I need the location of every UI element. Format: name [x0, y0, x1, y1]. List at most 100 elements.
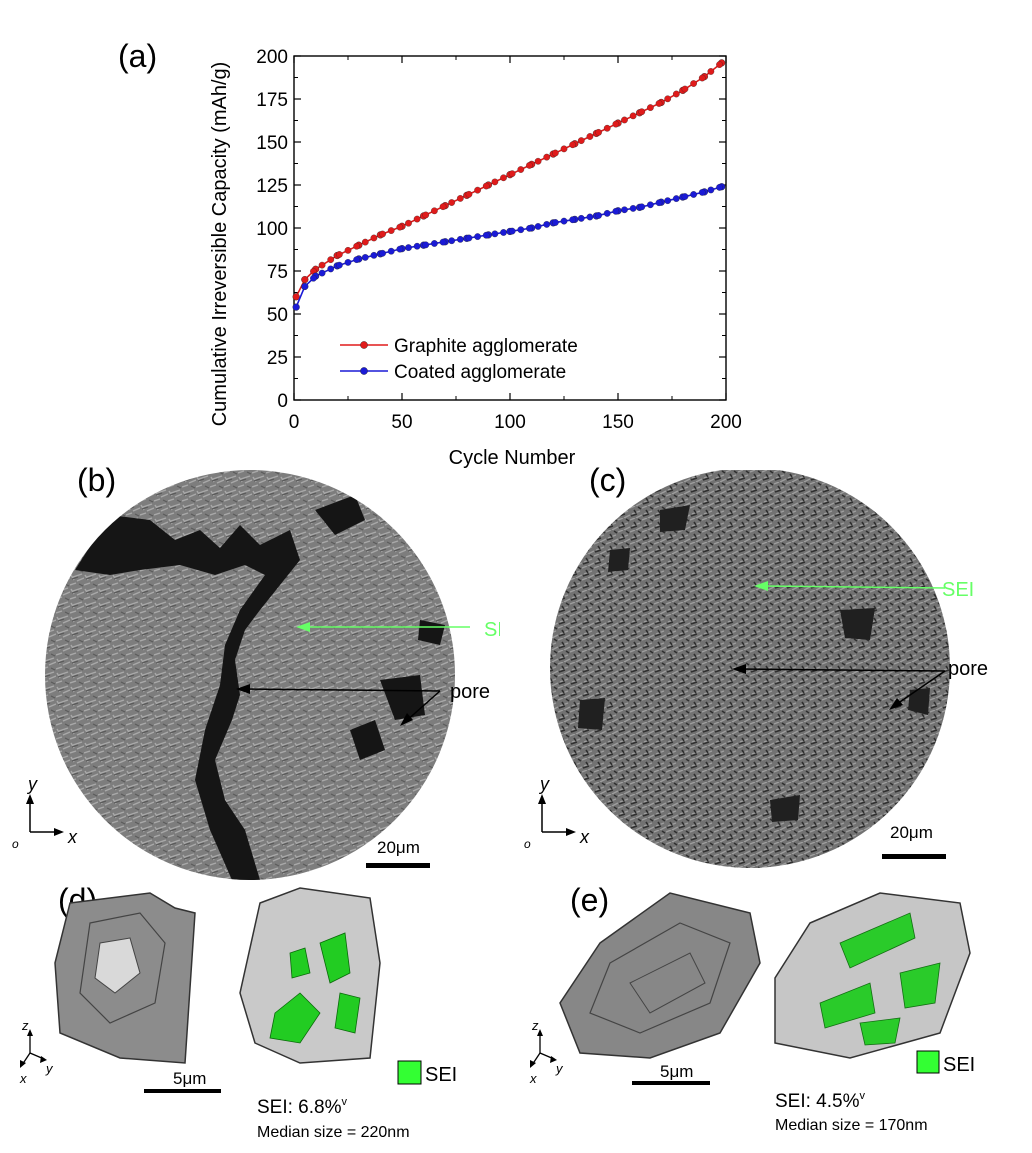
axis-x-label: x — [67, 827, 78, 847]
sei-fraction-sup: v — [860, 1090, 866, 1102]
data-point-marker — [465, 190, 473, 198]
data-point-marker — [482, 182, 490, 190]
data-point-marker — [448, 199, 456, 206]
data-point-marker — [361, 238, 369, 246]
data-point-marker — [422, 211, 430, 219]
data-point-marker — [327, 256, 335, 263]
data-point-marker — [681, 85, 689, 93]
origin-label: o — [524, 837, 531, 851]
data-point-marker — [353, 242, 360, 250]
pore-region — [350, 720, 385, 760]
y-tick-label: 0 — [277, 391, 288, 412]
data-point-marker — [577, 137, 585, 144]
pore-label-c: pore — [948, 658, 988, 680]
data-point-marker — [690, 80, 697, 87]
axis-z-label: z — [21, 1018, 29, 1033]
legend-entry: Coated agglomerate — [394, 362, 566, 383]
data-point-marker — [655, 199, 663, 207]
data-point-marker — [534, 157, 542, 165]
data-point-marker — [387, 247, 395, 255]
data-point-marker — [707, 68, 715, 75]
data-point-marker — [517, 226, 525, 234]
axis-y-label: y — [555, 1061, 564, 1076]
data-point-marker — [318, 261, 326, 269]
sei-fraction-sup: v — [342, 1096, 348, 1108]
data-point — [301, 282, 309, 291]
data-point-marker — [612, 120, 620, 128]
panel-label-a: (a) — [118, 38, 158, 74]
data-point-marker — [681, 193, 689, 200]
data-point-marker — [569, 141, 576, 149]
micrograph-c: SEI pore y x o 20μm — [524, 470, 988, 868]
data-point-marker — [431, 240, 438, 247]
scale-bar-e — [632, 1081, 710, 1085]
axis-x-label: x — [529, 1071, 537, 1086]
data-point-marker — [456, 236, 464, 243]
y-tick-label: 150 — [256, 133, 288, 154]
data-point-marker — [327, 265, 335, 273]
data-point-marker — [439, 203, 447, 211]
axis-z-label: z — [531, 1018, 539, 1033]
axis-x-label: x — [19, 1071, 27, 1086]
data-point-marker — [353, 256, 360, 263]
data-point-marker — [595, 212, 602, 219]
scale-bar-d — [144, 1089, 221, 1093]
data-point-marker — [672, 90, 680, 98]
data-point-marker — [517, 166, 525, 173]
data-point-marker — [370, 234, 378, 242]
data-point-marker — [439, 238, 447, 246]
panel-label-c: (c) — [589, 462, 627, 498]
data-point-marker — [361, 254, 369, 261]
sei-legend-label: SEI — [943, 1054, 975, 1076]
pore-region — [315, 495, 365, 535]
data-point-marker — [595, 129, 602, 136]
data-point-marker — [672, 195, 680, 202]
data-point-marker — [716, 184, 723, 191]
data-point-marker — [387, 227, 395, 234]
sei-render — [239, 887, 381, 1064]
data-point-marker — [500, 174, 507, 182]
capacity-chart: 0 50 100 150 200 0 25 50 75 100 125 150 175 200 Cycle … — [209, 47, 742, 469]
data-point-marker — [560, 217, 568, 225]
axis-y-label: y — [538, 774, 550, 794]
median-size-e: Median size = 170nm — [775, 1117, 928, 1134]
pore-label-b: pore — [450, 681, 490, 703]
scale-bar-b — [366, 863, 430, 868]
data-point-marker — [552, 149, 559, 157]
y-tick-label: 125 — [256, 176, 288, 197]
data-point-marker — [456, 195, 464, 202]
data-point-marker — [638, 203, 646, 211]
data-point-marker — [543, 221, 551, 228]
data-point-marker — [474, 233, 481, 240]
data-point-marker — [482, 231, 490, 239]
scale-label-b: 20μm — [377, 838, 420, 857]
panel-label-e: (e) — [570, 882, 610, 918]
data-point-marker — [526, 224, 533, 232]
data-point-marker — [379, 230, 386, 238]
panel-label-b: (b) — [77, 462, 117, 498]
data-point-marker — [698, 74, 706, 82]
pore-region — [75, 515, 300, 880]
data-point-marker — [560, 145, 568, 153]
sei-label-b: SEI — [484, 619, 500, 641]
data-point-marker — [465, 234, 473, 242]
data-point-marker — [396, 223, 404, 231]
data-point-marker — [491, 178, 499, 186]
agglomerate-render — [559, 892, 761, 1059]
sei-fraction-e: SEI: 4.5% — [775, 1091, 860, 1112]
y-tick-label: 100 — [256, 219, 288, 240]
sei-label-c: SEI — [942, 579, 974, 601]
x-tick-label: 150 — [602, 412, 634, 433]
data-point-marker — [612, 207, 620, 215]
data-point — [292, 303, 300, 311]
data-point-marker — [431, 207, 438, 215]
data-point-marker — [396, 245, 404, 253]
data-point-marker — [508, 170, 516, 177]
data-point — [292, 293, 300, 301]
data-point-marker — [336, 261, 343, 269]
data-point-marker — [586, 133, 594, 140]
data-point-marker — [638, 108, 646, 116]
data-point — [301, 276, 309, 284]
median-size-d: Median size = 220nm — [257, 1124, 410, 1141]
scale-label-c: 20μm — [890, 823, 933, 842]
